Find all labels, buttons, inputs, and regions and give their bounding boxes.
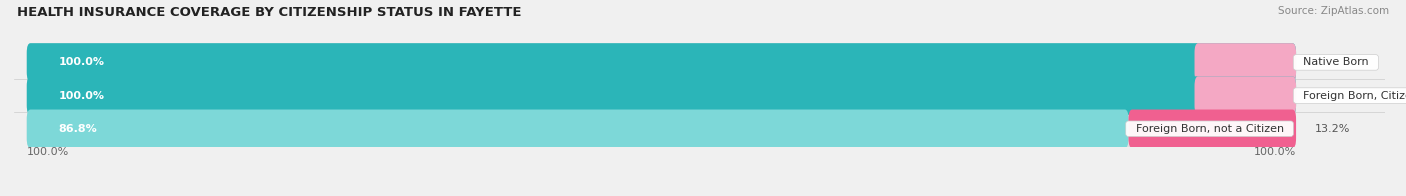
- FancyBboxPatch shape: [1129, 110, 1296, 148]
- Text: HEALTH INSURANCE COVERAGE BY CITIZENSHIP STATUS IN FAYETTE: HEALTH INSURANCE COVERAGE BY CITIZENSHIP…: [17, 6, 522, 19]
- FancyBboxPatch shape: [27, 110, 1296, 148]
- Text: 100.0%: 100.0%: [59, 91, 104, 101]
- Text: 100.0%: 100.0%: [1254, 147, 1296, 157]
- FancyBboxPatch shape: [27, 43, 1296, 82]
- Text: 86.8%: 86.8%: [59, 124, 97, 134]
- Text: Native Born: Native Born: [1296, 57, 1375, 67]
- Text: Foreign Born, not a Citizen: Foreign Born, not a Citizen: [1129, 124, 1291, 134]
- FancyBboxPatch shape: [27, 43, 1296, 82]
- Text: 100.0%: 100.0%: [59, 57, 104, 67]
- Text: 100.0%: 100.0%: [27, 147, 69, 157]
- Text: Foreign Born, Citizen: Foreign Born, Citizen: [1296, 91, 1406, 101]
- FancyBboxPatch shape: [27, 110, 1129, 148]
- Text: 13.2%: 13.2%: [1315, 124, 1351, 134]
- Text: Source: ZipAtlas.com: Source: ZipAtlas.com: [1278, 6, 1389, 16]
- FancyBboxPatch shape: [1195, 43, 1296, 82]
- FancyBboxPatch shape: [27, 76, 1296, 115]
- FancyBboxPatch shape: [1195, 76, 1296, 115]
- FancyBboxPatch shape: [27, 76, 1296, 115]
